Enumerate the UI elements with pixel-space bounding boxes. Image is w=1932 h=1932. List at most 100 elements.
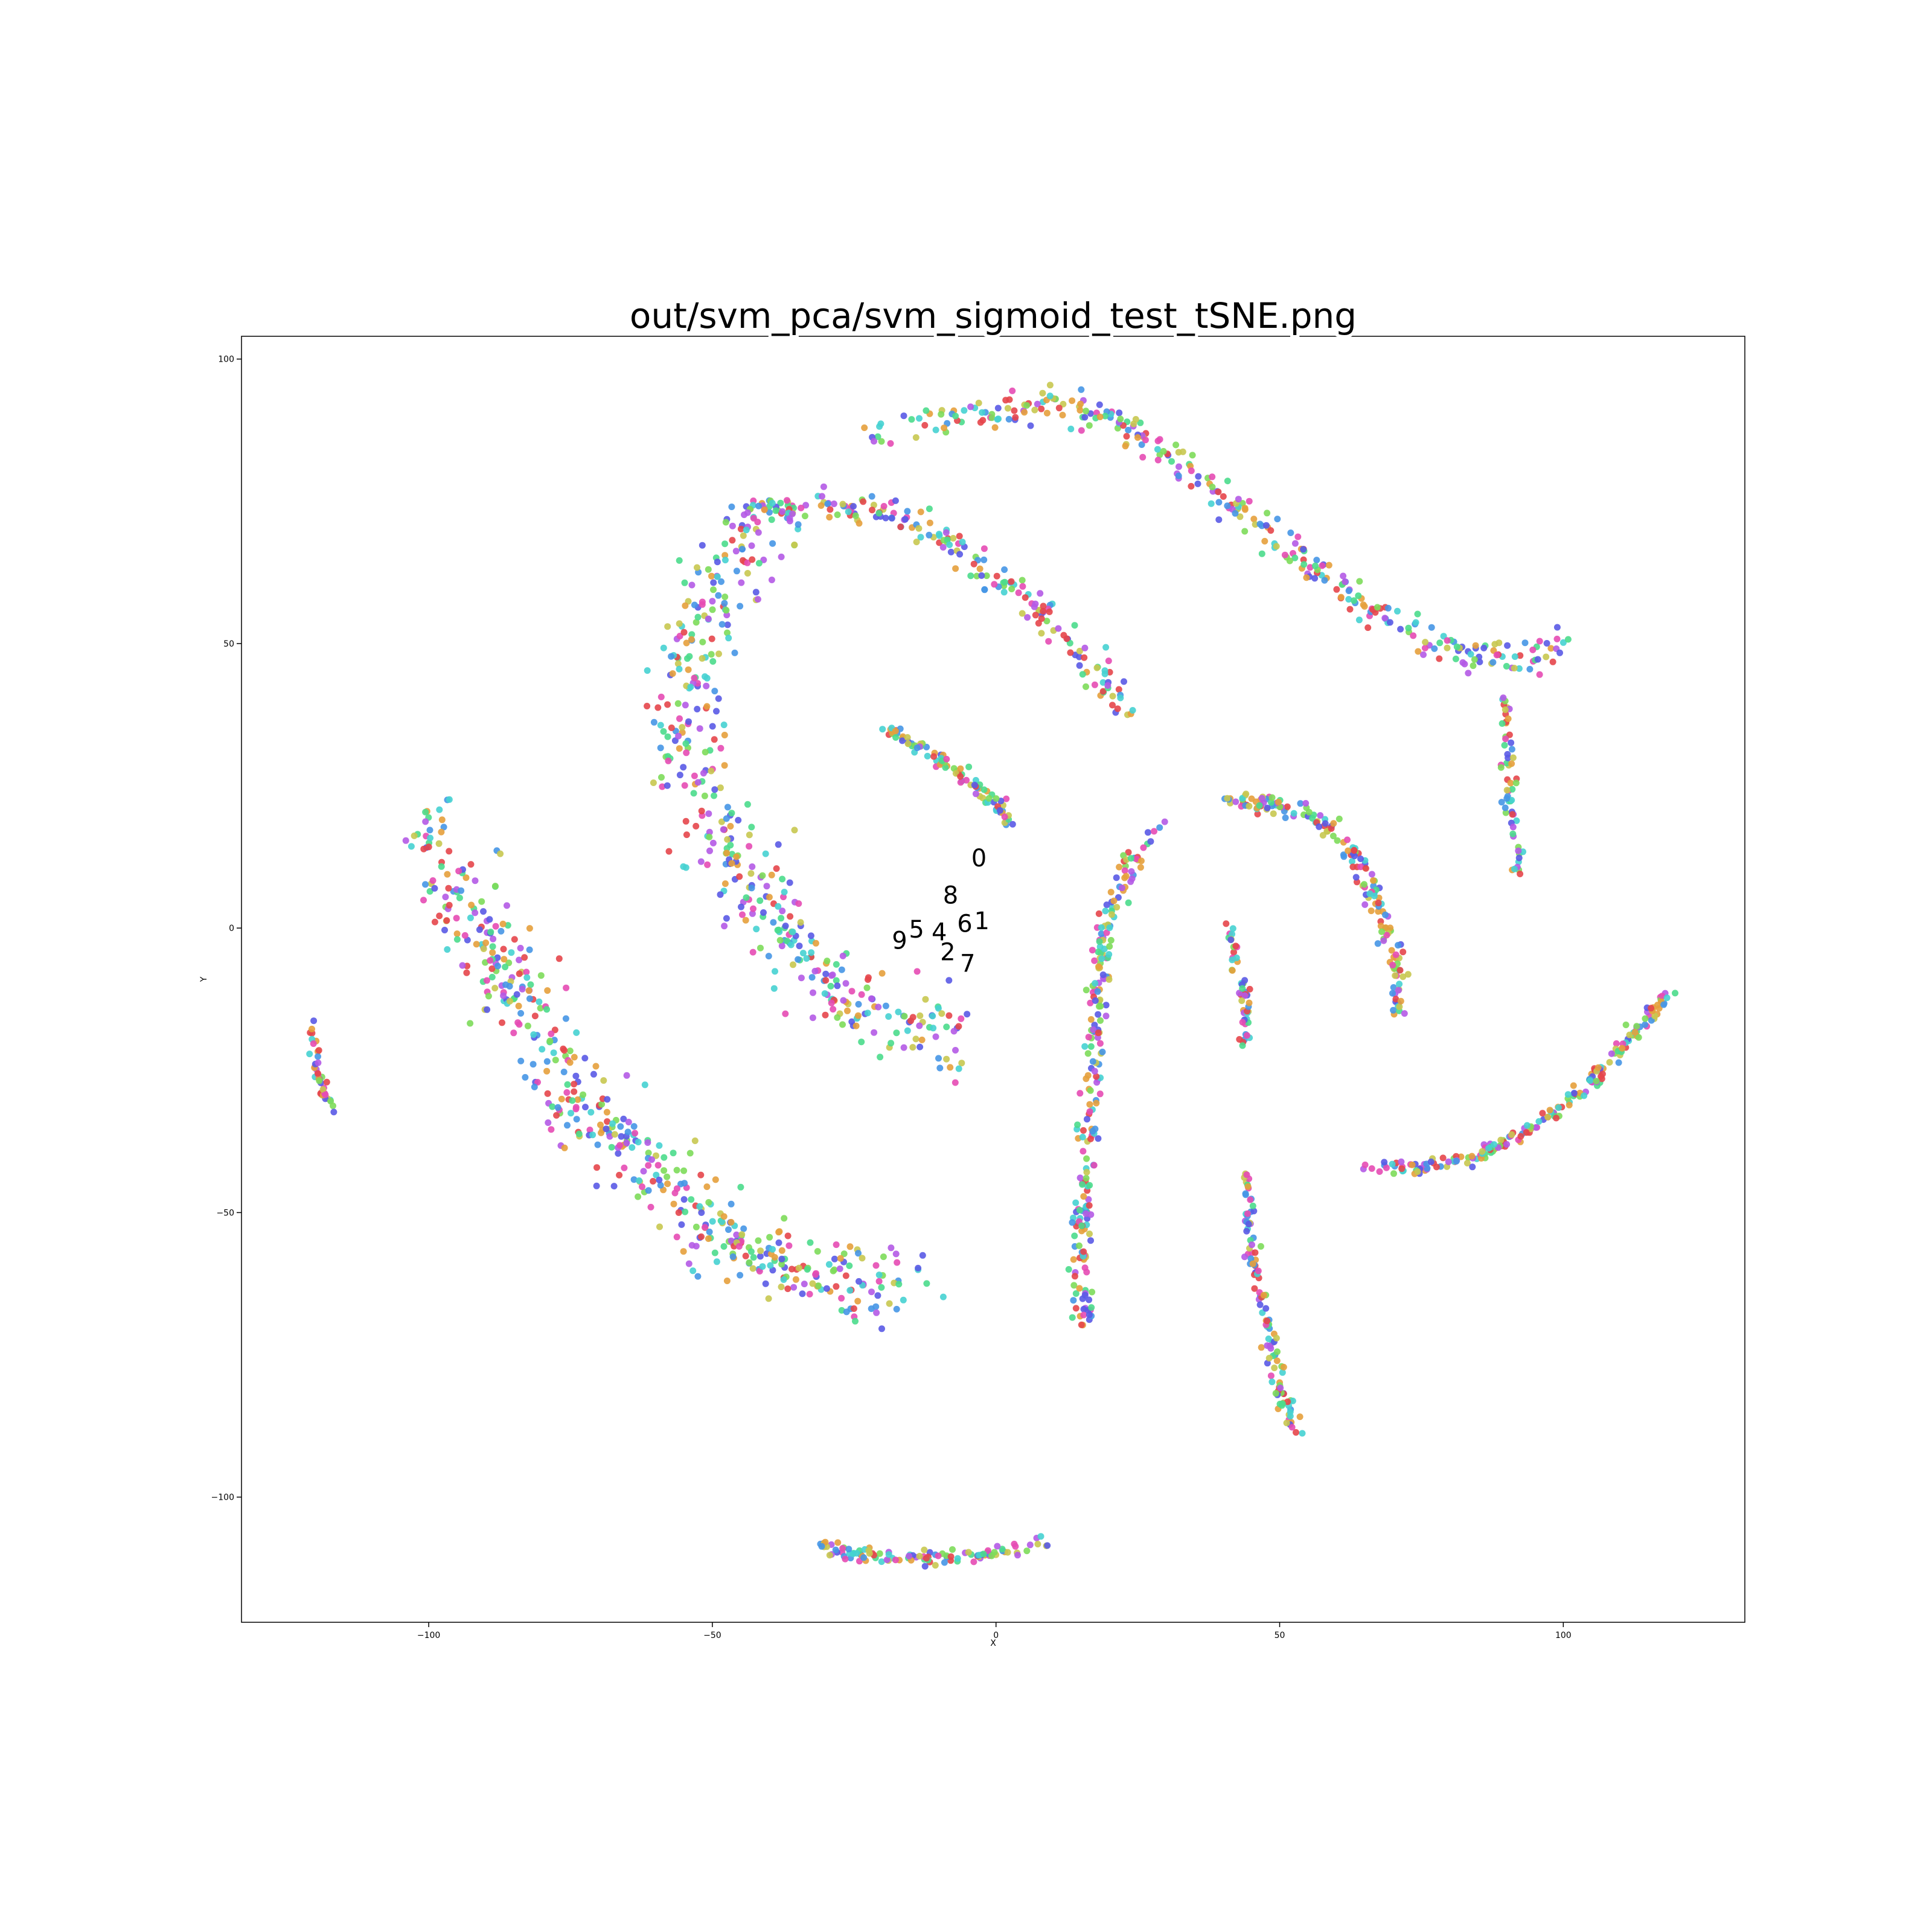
data-point-cluster-4: [462, 874, 470, 881]
data-point-cluster-4: [746, 1259, 753, 1266]
data-point-cluster-7: [1118, 884, 1125, 892]
data-point-cluster-2: [808, 974, 816, 981]
data-point-cluster-2: [772, 507, 779, 514]
data-point-cluster-2: [659, 783, 666, 790]
data-point-cluster-4: [784, 1285, 792, 1293]
data-point-cluster-4: [587, 1108, 595, 1116]
data-point-cluster-6: [999, 1546, 1006, 1553]
data-point-cluster-2: [703, 703, 711, 710]
data-point-cluster-1: [888, 514, 895, 522]
data-point-cluster-12: [1433, 1163, 1440, 1171]
data-point-cluster-2: [842, 980, 849, 987]
data-point-cluster-2: [775, 903, 782, 910]
data-point-cluster-4: [775, 1239, 782, 1246]
data-point-cluster-9: [1502, 804, 1509, 811]
data-point-cluster-4: [675, 1209, 682, 1216]
data-point-cluster-9: [1512, 779, 1520, 787]
data-point-cluster-12: [1497, 1136, 1505, 1144]
data-point-cluster-4: [431, 884, 438, 892]
data-point-cluster-4: [635, 1139, 642, 1146]
data-point-cluster-1: [1129, 707, 1136, 714]
data-point-cluster-11: [1264, 1360, 1271, 1367]
data-point-cluster-2: [746, 831, 753, 839]
data-point-cluster-2: [668, 653, 675, 660]
data-point-cluster-4: [939, 1293, 947, 1300]
data-point-cluster-7: [1087, 1237, 1094, 1244]
data-point-cluster-2: [786, 515, 793, 522]
data-point-cluster-12: [1622, 1022, 1630, 1028]
data-point-cluster-7: [1094, 988, 1101, 995]
data-point-cluster-0: [1342, 578, 1349, 585]
data-point-cluster-11: [1257, 1243, 1264, 1250]
data-point-cluster-8: [1258, 795, 1265, 802]
data-point-cluster-2: [909, 1014, 916, 1021]
data-point-cluster-4: [792, 1276, 799, 1283]
data-point-cluster-1: [892, 497, 899, 504]
data-point-cluster-2: [768, 577, 775, 583]
data-point-cluster-11: [1252, 1249, 1259, 1256]
data-point-cluster-1: [1102, 644, 1110, 651]
data-point-cluster-8: [1268, 794, 1276, 801]
data-point-cluster-4: [516, 1021, 523, 1028]
data-point-cluster-1: [1022, 594, 1029, 601]
data-point-cluster-0: [1355, 592, 1362, 600]
data-point-cluster-4: [489, 949, 496, 956]
data-point-cluster-3: [892, 728, 899, 735]
data-point-cluster-0: [1536, 671, 1543, 678]
data-point-cluster-2: [708, 635, 715, 642]
data-point-cluster-7: [1080, 1193, 1087, 1200]
data-point-cluster-2: [822, 1011, 829, 1019]
data-point-cluster-2: [683, 831, 690, 839]
data-point-cluster-0: [938, 411, 945, 418]
data-point-cluster-4: [855, 1250, 862, 1257]
data-point-cluster-2: [702, 749, 709, 756]
data-point-cluster-2: [701, 792, 708, 799]
data-point-cluster-3: [904, 740, 912, 747]
data-point-cluster-2: [714, 558, 721, 566]
data-point-cluster-2: [754, 596, 761, 603]
data-point-cluster-12: [1479, 1148, 1486, 1155]
data-point-cluster-2: [744, 509, 751, 516]
data-point-cluster-1: [978, 572, 985, 579]
data-point-cluster-2: [808, 949, 815, 956]
data-point-cluster-4: [517, 1009, 525, 1017]
data-point-cluster-0: [1307, 564, 1314, 571]
data-point-cluster-2: [943, 1055, 950, 1063]
data-point-cluster-4: [698, 1233, 705, 1240]
data-point-cluster-2: [711, 786, 718, 793]
data-point-cluster-0: [1333, 586, 1340, 593]
data-point-cluster-4: [486, 916, 493, 923]
data-point-cluster-4: [664, 1173, 671, 1180]
data-point-cluster-4: [693, 1243, 700, 1250]
data-point-cluster-0: [1286, 557, 1293, 565]
data-point-cluster-8: [1322, 820, 1329, 827]
data-point-cluster-4: [641, 1081, 648, 1089]
data-point-cluster-4: [508, 949, 515, 956]
data-point-cluster-1: [973, 572, 980, 580]
data-point-cluster-4: [859, 1255, 866, 1262]
data-point-cluster-7: [1147, 838, 1154, 845]
data-point-cluster-4: [850, 1305, 857, 1312]
data-point-cluster-2: [715, 650, 722, 657]
data-point-cluster-8: [1297, 800, 1304, 807]
data-point-cluster-2: [787, 913, 794, 920]
data-point-cluster-4: [776, 1228, 783, 1235]
data-point-cluster-2: [779, 907, 786, 915]
data-point-cluster-0: [1168, 458, 1175, 465]
data-point-cluster-8: [1399, 973, 1407, 980]
data-point-cluster-2: [688, 631, 696, 638]
data-point-cluster-2: [708, 651, 715, 658]
data-point-cluster-8: [1290, 810, 1297, 817]
data-point-cluster-0: [1021, 409, 1028, 416]
data-point-cluster-4: [490, 935, 497, 942]
data-point-cluster-1: [1019, 583, 1026, 590]
data-point-cluster-4: [868, 1305, 875, 1313]
data-point-cluster-2: [766, 894, 773, 901]
data-point-cluster-6: [921, 1546, 928, 1553]
data-point-cluster-4: [664, 1180, 671, 1188]
data-point-cluster-0: [874, 433, 881, 440]
data-point-cluster-2: [723, 607, 730, 614]
data-point-cluster-0: [1313, 557, 1320, 564]
data-point-cluster-7: [1161, 818, 1168, 825]
data-point-cluster-2: [710, 579, 717, 586]
